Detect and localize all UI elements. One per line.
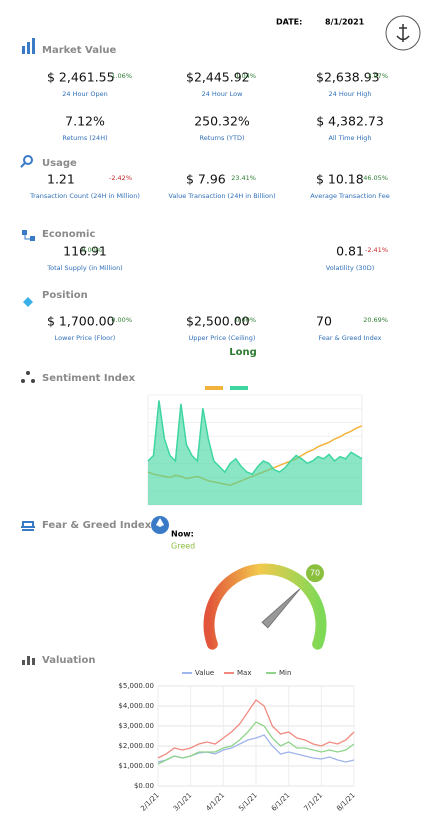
y-tick-label: $2,000.00 — [118, 742, 154, 750]
stat-change: 0.00% — [81, 246, 102, 254]
stat-value: $ 10.18 — [316, 172, 364, 187]
date-label: DATE: — [276, 18, 302, 27]
icons — [20, 38, 169, 665]
line — [157, 721, 355, 765]
y-tick-label: $3,000.00 — [118, 722, 154, 730]
position-signal: Long — [229, 347, 257, 358]
x-tick-label: 7/1/21 — [303, 791, 325, 813]
stat-change: 20.69% — [363, 316, 388, 324]
legend-swatch — [230, 386, 248, 390]
stat-change: -2.41% — [365, 246, 388, 254]
stat-label: 24 Hour Open — [62, 90, 107, 98]
stat-value: 116.91 — [63, 244, 107, 259]
stat-label: Returns (24H) — [62, 134, 107, 142]
section-title: Economic — [42, 229, 95, 240]
section-title: Market Value — [42, 45, 117, 56]
stat-value: 1.21 — [47, 172, 75, 187]
stat-value: $2,445.92 — [186, 70, 250, 85]
gauge-arc — [203, 563, 327, 650]
legend-swatch — [205, 386, 223, 390]
stat-label: Average Transaction Fee — [310, 192, 389, 200]
x-tick-label: 4/1/21 — [205, 791, 227, 813]
stat-label: Total Supply (in Million) — [46, 264, 122, 272]
chart-title: Valuation — [42, 655, 95, 666]
stat-label: Returns (YTD) — [199, 134, 244, 142]
stat-change: 1.04% — [235, 72, 256, 80]
chart-title: Sentiment Index — [42, 373, 136, 384]
y-tick-label: $0.00 — [134, 782, 154, 790]
date: 8/1/2021 — [325, 18, 365, 27]
stat-value: $2,638.93 — [316, 70, 380, 85]
x-tick-label: 6/1/21 — [270, 791, 292, 813]
stat-label: Lower Price (Floor) — [55, 334, 116, 342]
y-tick-label: $5,000.00 — [118, 682, 154, 690]
stat-change: 46.05% — [363, 174, 388, 182]
stat-label: Value Transaction (24H in Billion) — [168, 192, 275, 200]
stat-change: 1.06% — [111, 72, 132, 80]
status: Greed — [171, 542, 195, 551]
section-title: Usage — [42, 158, 77, 169]
x-tick-label: 8/1/21 — [335, 791, 357, 813]
legend-label: Min — [279, 669, 291, 677]
legend-label: Max — [237, 669, 251, 677]
stat-change: 0.00% — [235, 316, 256, 324]
stat-label: Transaction Count (24H in Million) — [29, 192, 140, 200]
stat-change: 0.00% — [111, 316, 132, 324]
status-label: Now: — [171, 530, 194, 539]
stat-label: All Time High — [328, 134, 371, 142]
y-tick-label: $1,000.00 — [118, 762, 154, 770]
stat-label: 24 Hour High — [329, 90, 372, 98]
x-tick-label: 5/1/21 — [237, 791, 259, 813]
stat-value: $2,500.00 — [186, 314, 250, 329]
stat-value: 7.12% — [65, 114, 105, 129]
y-tick-label: $4,000.00 — [118, 702, 154, 710]
logo — [385, 15, 421, 51]
gauge-value: 70 — [310, 569, 320, 578]
stat-value: 70 — [316, 314, 332, 329]
stat-label: Volatility (30D) — [326, 264, 374, 272]
stat-label: Upper Price (Ceiling) — [189, 334, 256, 342]
chart-title: Fear & Greed Index — [42, 520, 152, 531]
stat-value: $ 2,461.55 — [47, 70, 115, 85]
line — [157, 699, 355, 759]
gauge-badge — [306, 564, 325, 583]
stat-change: -2.42% — [109, 174, 132, 182]
gauge-needle — [261, 588, 301, 629]
stat-value: $ 1,700.00 — [47, 314, 115, 329]
section-title: Position — [42, 290, 88, 301]
stat-change: 23.41% — [231, 174, 256, 182]
x-tick-label: 3/1/21 — [172, 791, 194, 813]
legend-label: Value — [195, 669, 214, 677]
stat-label: 24 Hour Low — [202, 90, 244, 98]
x-tick-label: 2/1/21 — [139, 791, 161, 813]
stat-value: $ 4,382.73 — [316, 114, 384, 129]
line — [147, 400, 363, 476]
stat-label: Fear & Greed Index — [319, 334, 382, 342]
stat-value: 0.81 — [336, 244, 364, 259]
stat-change: 3.97% — [367, 72, 388, 80]
stat-value: 250.32% — [194, 114, 250, 129]
stat-value: $ 7.96 — [186, 172, 226, 187]
